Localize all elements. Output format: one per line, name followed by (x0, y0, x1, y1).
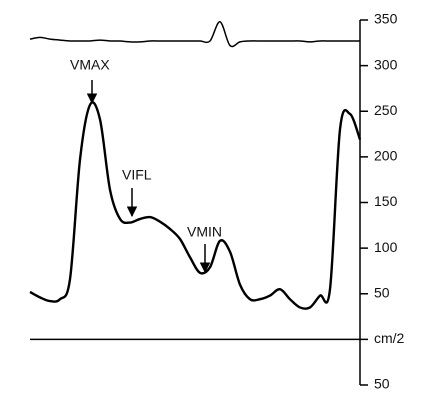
y-tick-label: 50 (374, 376, 390, 392)
annotation: VMIN (187, 224, 222, 240)
y-tick-label: 250 (374, 102, 398, 118)
y-tick-label: 50 (374, 284, 390, 300)
y-tick-label: 350 (374, 11, 398, 27)
annotation: VIFL (122, 167, 152, 183)
annotation: VMAX (70, 57, 110, 73)
y-tick-label: 100 (374, 239, 398, 255)
y-tick-label: 200 (374, 148, 398, 164)
trace (29, 21, 360, 48)
trace (29, 101, 362, 310)
y-tick-label: 150 (374, 193, 398, 209)
y-tick-label: cm/2 (374, 330, 405, 346)
y-tick-label: 300 (374, 56, 398, 72)
